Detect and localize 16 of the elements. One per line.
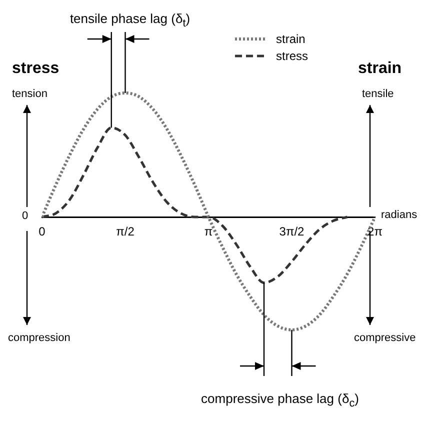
x-tick-label: π/2 — [116, 224, 135, 239]
x-tick-label: 3π/2 — [279, 224, 305, 239]
text: 0 — [22, 209, 28, 224]
annotation: tensile — [362, 87, 394, 102]
text: tensile phase lag (δ$_{t}$) — [70, 10, 190, 32]
y-axis-title: stress — [12, 60, 60, 78]
text: compressive — [354, 331, 416, 346]
y2-axis-title: strain — [358, 60, 402, 78]
text: compression — [8, 331, 70, 346]
x-tick-label: 0 — [38, 224, 46, 239]
legend-label: stress — [276, 48, 308, 62]
annotation: tension — [12, 87, 48, 102]
x-tick-label: π — [204, 224, 213, 239]
x-axis-title: radians — [381, 209, 418, 221]
legend-label: strain — [276, 32, 306, 46]
text: compressive phase lag (δ$_{c}$) — [201, 390, 359, 412]
